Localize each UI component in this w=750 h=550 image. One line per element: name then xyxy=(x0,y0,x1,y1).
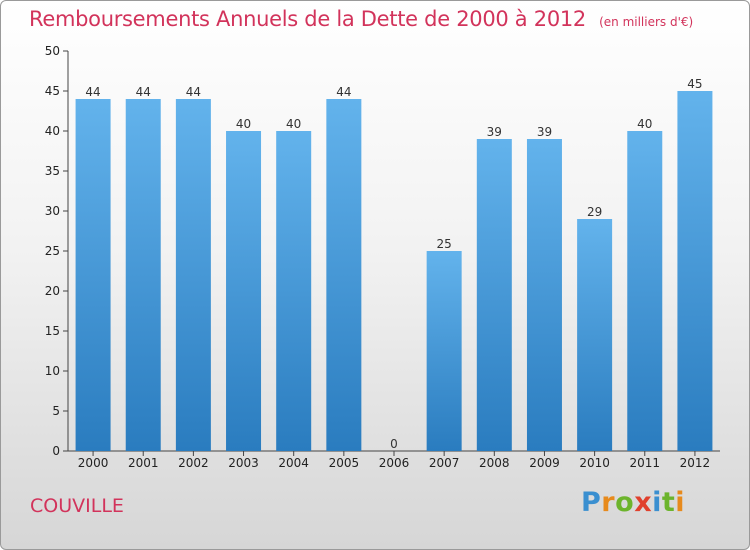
y-tick-label: 35 xyxy=(45,164,60,178)
bar xyxy=(226,131,262,451)
y-tick-label: 10 xyxy=(45,364,60,378)
y-tick-label: 0 xyxy=(52,444,60,458)
x-tick-label: 2004 xyxy=(278,456,309,470)
y-tick-label: 40 xyxy=(45,124,60,138)
y-tick-label: 45 xyxy=(45,84,60,98)
y-tick-label: 5 xyxy=(52,404,60,418)
bar xyxy=(75,99,111,451)
data-label: 0 xyxy=(390,437,398,451)
x-tick-label: 2001 xyxy=(128,456,159,470)
bar xyxy=(627,131,663,451)
y-tick-label: 50 xyxy=(45,44,60,58)
bar xyxy=(677,91,713,451)
bar xyxy=(326,99,362,451)
data-label: 39 xyxy=(487,125,502,139)
chart-subtitle: (en milliers d'€) xyxy=(599,15,694,29)
data-label: 44 xyxy=(186,85,201,99)
x-tick-label: 2006 xyxy=(379,456,410,470)
chart-header: Remboursements Annuels de la Dette de 20… xyxy=(29,7,693,31)
data-label: 44 xyxy=(85,85,100,99)
bar xyxy=(175,99,211,451)
data-label: 29 xyxy=(587,205,602,219)
data-label: 25 xyxy=(437,237,452,251)
y-tick-label: 20 xyxy=(45,284,60,298)
x-tick-label: 2011 xyxy=(629,456,660,470)
x-tick-label: 2002 xyxy=(178,456,209,470)
x-tick-label: 2012 xyxy=(680,456,711,470)
chart-bars xyxy=(75,91,713,451)
data-label: 45 xyxy=(687,77,702,91)
x-tick-label: 2007 xyxy=(429,456,460,470)
data-label: 44 xyxy=(336,85,351,99)
bar xyxy=(125,99,161,451)
x-tick-label: 2000 xyxy=(78,456,109,470)
x-tick-label: 2003 xyxy=(228,456,259,470)
x-tick-label: 2009 xyxy=(529,456,560,470)
y-tick-label: 30 xyxy=(45,204,60,218)
proxiti-logo: Proxiti xyxy=(581,487,686,518)
bar xyxy=(577,219,613,451)
chart-axes: 0 5 10 15 20 25 30 35 40 45 50 xyxy=(45,44,720,458)
bar xyxy=(276,131,312,451)
x-tick-label: 2008 xyxy=(479,456,510,470)
data-label: 40 xyxy=(286,117,301,131)
data-label: 44 xyxy=(136,85,151,99)
y-tick-label: 25 xyxy=(45,244,60,258)
commune-name: COUVILLE xyxy=(30,495,124,517)
y-tick-label: 15 xyxy=(45,324,60,338)
x-tick-label: 2005 xyxy=(329,456,360,470)
bar xyxy=(476,139,512,451)
x-tick-label: 2010 xyxy=(579,456,610,470)
bar xyxy=(426,251,462,451)
data-label: 40 xyxy=(637,117,652,131)
chart-title: Remboursements Annuels de la Dette de 20… xyxy=(29,7,586,31)
data-label: 40 xyxy=(236,117,251,131)
data-label: 39 xyxy=(537,125,552,139)
chart-labels: 2000 44 2001 44 2002 44 2003 40 2004 40 2005 44 2006… xyxy=(78,77,710,470)
bar xyxy=(526,139,562,451)
